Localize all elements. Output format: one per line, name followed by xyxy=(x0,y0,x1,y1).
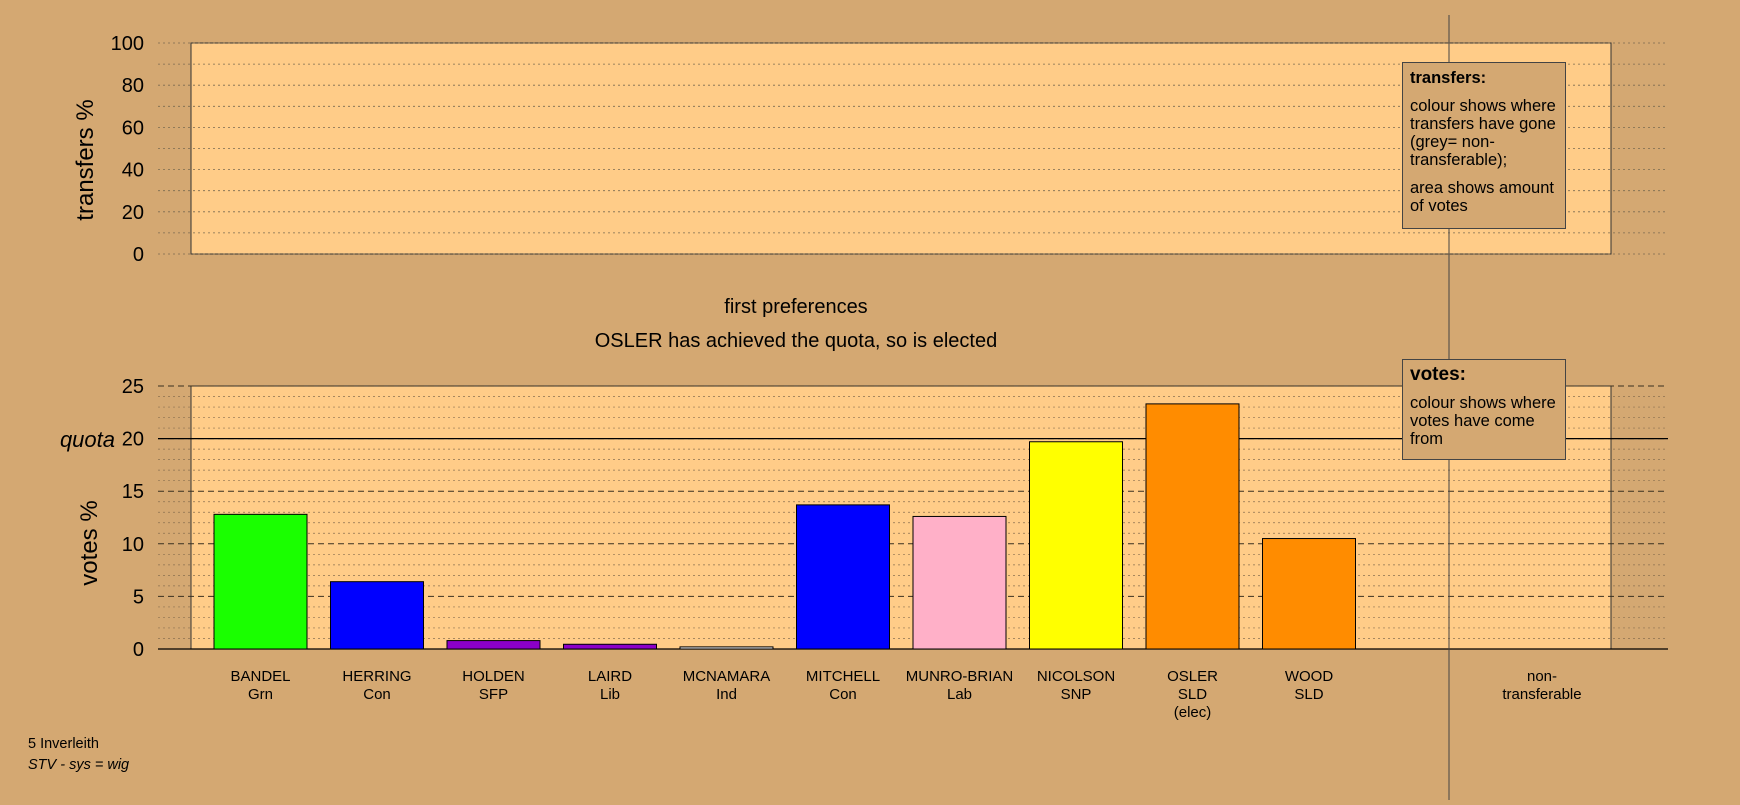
transfers-y-tick-label: 20 xyxy=(122,202,144,224)
bar-munro-brian xyxy=(912,515,1007,650)
candidate-party-label: Lab xyxy=(947,686,972,703)
candidate-party-label: Ind xyxy=(716,686,737,703)
candidate-name-label: NICOLSON xyxy=(1037,668,1115,685)
candidate-party-label: SLD xyxy=(1294,686,1323,703)
candidate-name-label: BANDEL xyxy=(230,668,290,685)
candidate-status-label: (elec) xyxy=(1174,704,1212,721)
votes-y-tick-label: 0 xyxy=(133,639,144,661)
transfers-y-ticks: 0 20 40 60 80 100 xyxy=(111,33,144,266)
votes-y-tick-label: 20 xyxy=(122,429,144,451)
votes-y-ticks: 0 5 10 15 20 25 xyxy=(122,376,144,661)
candidate-party-label: Lib xyxy=(600,686,620,703)
candidate-name-label: HERRING xyxy=(342,668,411,685)
transfers-y-tick-label: 60 xyxy=(122,117,144,139)
bar-holden xyxy=(446,640,541,650)
candidate-party-label: SLD xyxy=(1178,686,1207,703)
candidate-name-label: MITCHELL xyxy=(806,668,880,685)
transfers-y-tick-label: 80 xyxy=(122,75,144,97)
transfers-y-tick-label: 40 xyxy=(122,160,144,182)
chart-title: first preferences xyxy=(724,296,867,318)
votes-legend: votes: colour shows where votes have com… xyxy=(1402,359,1566,460)
transfers-legend-text-2: area shows amount of votes xyxy=(1410,179,1554,215)
quota-label: quota xyxy=(60,427,115,452)
votes-plot-area xyxy=(190,385,1612,650)
system-label: STV - sys = wig xyxy=(28,757,130,773)
candidate-name-label: WOOD xyxy=(1285,668,1333,685)
transfers-legend-title: transfers: xyxy=(1410,69,1487,87)
votes-x-labels: BANDELGrnHERRINGConHOLDENSFPLAIRDLibMCNA… xyxy=(230,668,1581,721)
bar-mcnamara xyxy=(679,646,774,650)
bar-mitchell xyxy=(796,504,890,650)
constituency-label: 5 Inverleith xyxy=(28,736,99,752)
votes-y-tick-label: 5 xyxy=(133,586,144,608)
votes-legend-title: votes: xyxy=(1410,364,1466,385)
bar-herring xyxy=(330,581,424,650)
votes-bars xyxy=(213,403,1356,650)
transfers-y-tick-label: 100 xyxy=(111,33,144,55)
candidate-party-label: Grn xyxy=(248,686,273,703)
candidate-party-label: SFP xyxy=(479,686,508,703)
transfers-panel: 0 20 40 60 80 100 transfers % xyxy=(72,33,1668,266)
candidate-name-label: OSLER xyxy=(1167,668,1218,685)
candidate-party-label: Con xyxy=(363,686,391,703)
bar-bandel xyxy=(213,513,308,650)
votes-y-axis-label: votes % xyxy=(76,500,103,585)
bar-wood xyxy=(1262,538,1356,650)
transfers-legend-text-1: colour shows where transfers have gone (… xyxy=(1410,97,1556,169)
transfers-legend: transfers: colour shows where transfers … xyxy=(1402,62,1566,229)
votes-y-tick-label: 25 xyxy=(122,376,144,398)
transfers-gridlines xyxy=(158,42,1668,255)
candidate-party-label: Con xyxy=(829,686,857,703)
nontransferable-label: non- xyxy=(1527,668,1557,685)
candidate-name-label: MCNAMARA xyxy=(683,668,771,685)
votes-y-tick-label: 15 xyxy=(122,481,144,503)
transfers-y-axis-label: transfers % xyxy=(72,99,99,220)
candidate-name-label: HOLDEN xyxy=(462,668,525,685)
candidate-name-label: MUNRO-BRIAN xyxy=(906,668,1014,685)
transfers-y-tick-label: 0 xyxy=(133,244,144,266)
nontransferable-label: transferable xyxy=(1502,686,1581,703)
bar-nicolson xyxy=(1029,441,1123,650)
candidate-name-label: LAIRD xyxy=(588,668,632,685)
bar-osler xyxy=(1145,403,1240,650)
chart-subtitle: OSLER has achieved the quota, so is elec… xyxy=(595,330,997,352)
votes-y-tick-label: 10 xyxy=(122,534,144,556)
votes-legend-text: colour shows where votes have come from xyxy=(1410,394,1556,448)
candidate-party-label: SNP xyxy=(1061,686,1092,703)
bar-laird xyxy=(563,643,657,650)
